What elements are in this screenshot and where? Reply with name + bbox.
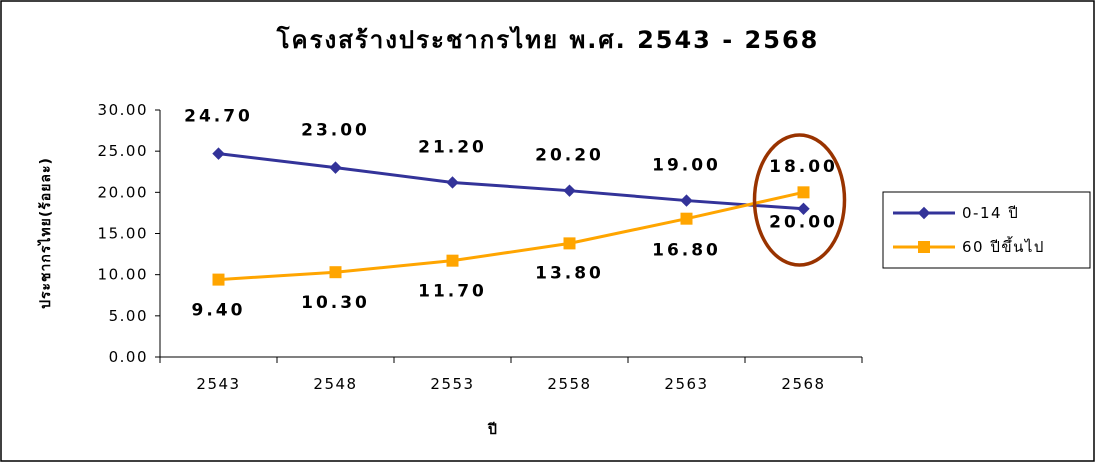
legend-box [882,191,1091,269]
diamond-marker [797,202,810,216]
x-tick-label: 2558 [547,375,591,393]
data-label: 24.70 [184,107,253,127]
data-label: 11.70 [418,282,487,302]
series-age-0-14 [212,147,810,216]
y-tick-label: 0.00 [109,348,148,366]
y-tick-label: 5.00 [109,307,148,325]
y-axis-title: ประชากรไทย(ร้อยละ) [36,157,54,309]
square-marker [446,254,459,267]
diamond-marker [680,194,693,207]
series-age-60-plus [212,186,810,286]
diamond-marker [563,184,576,197]
chart-title: โครงสร้างประชากรไทย พ.ศ. 2543 - 2568 [276,25,820,54]
y-tick-label: 25.00 [98,142,148,160]
data-label: 20.00 [769,212,838,232]
square-marker [212,273,225,286]
data-label: 16.80 [652,241,721,261]
data-label: 18.00 [769,157,838,177]
square-marker [329,266,342,279]
annotation-layer [752,133,847,267]
data-label: 13.80 [535,263,604,283]
highlight-ellipse [752,133,847,267]
data-label: 9.40 [192,301,246,321]
x-tick-label: 2543 [196,375,240,393]
legend: 0-14 ปี 60 ปีขึ้นไป [882,191,1091,269]
y-tick-label: 20.00 [98,183,148,201]
x-tick-label: 2563 [664,375,708,393]
data-label: 20.20 [535,146,604,166]
square-marker [563,237,576,250]
square-marker [797,186,810,199]
diamond-marker [329,161,342,174]
y-tick-label: 15.00 [98,225,148,243]
series-line [218,152,804,211]
data-label: 23.00 [301,121,370,141]
data-label: 19.00 [652,156,721,176]
y-tick-label: 10.00 [98,266,148,284]
square-marker [918,241,930,253]
y-tick-label: 30.00 [98,101,148,119]
x-axis-title: ปี [487,422,498,438]
square-marker [680,212,693,225]
x-tick-label: 2548 [313,375,357,393]
data-label: 10.30 [301,293,370,313]
diamond-marker [917,206,931,220]
axes: 0.00 5.00 10.00 15.00 20.00 25.00 30.00 2543 254… [98,101,863,393]
legend-label: 0-14 ปี [962,204,1019,222]
diamond-marker [212,147,225,160]
legend-label: 60 ปีขึ้นไป [962,236,1045,256]
data-labels: 24.70 23.00 21.20 20.20 19.00 18.00 9.40 10.30 1… [184,107,838,321]
diamond-marker [446,176,459,189]
series-line [218,190,804,282]
data-label: 21.20 [418,137,487,157]
x-tick-label: 2568 [781,375,825,393]
x-tick-label: 2553 [430,375,474,393]
series-layer [212,147,810,286]
